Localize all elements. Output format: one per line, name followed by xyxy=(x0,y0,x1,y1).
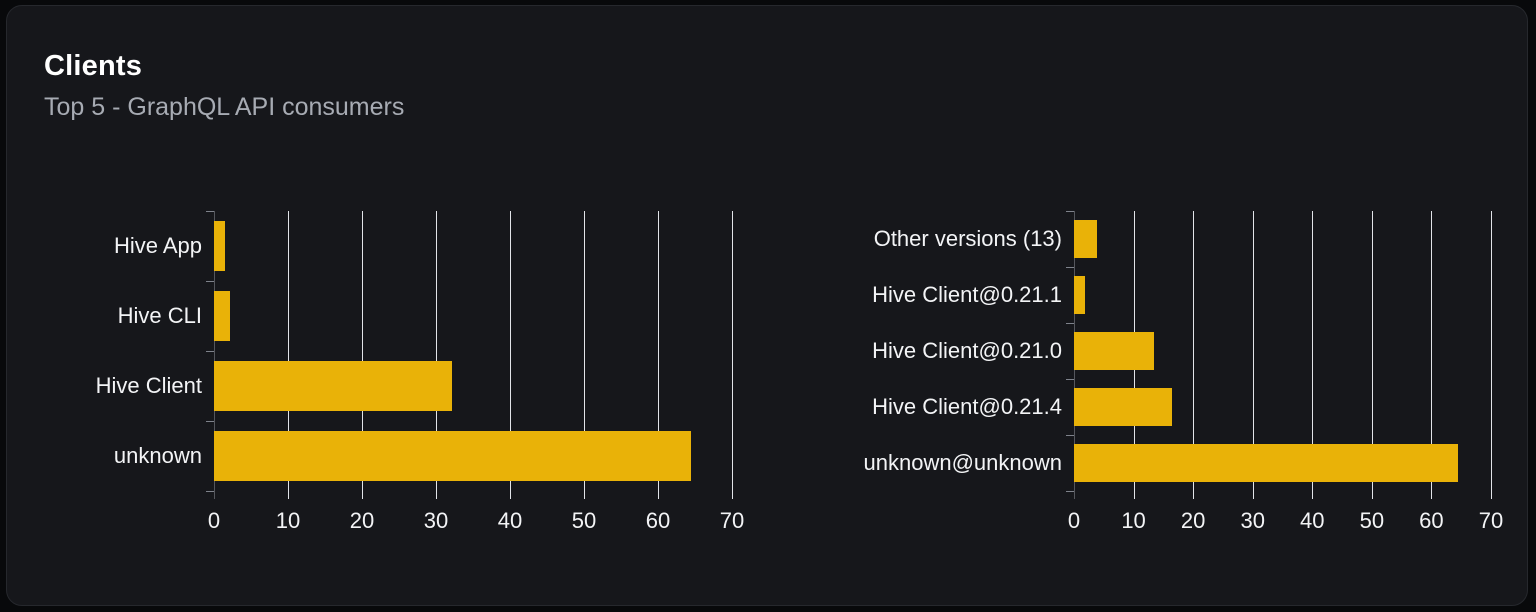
x-tick-label: 10 xyxy=(275,508,301,533)
bar xyxy=(214,291,230,341)
v-gridline xyxy=(288,211,289,499)
v-gridline xyxy=(1312,211,1314,499)
y-axis-tick xyxy=(1066,211,1074,212)
v-gridline xyxy=(658,211,659,499)
v-gridline xyxy=(1252,211,1254,499)
category-label: Hive Client xyxy=(95,373,202,398)
card-header: Clients Top 5 - GraphQL API consumers xyxy=(44,48,404,123)
x-tick-label: 20 xyxy=(1180,508,1206,533)
v-gridline xyxy=(362,211,363,499)
bar xyxy=(214,431,691,481)
bar xyxy=(1074,388,1172,426)
x-tick-label: 10 xyxy=(1121,508,1146,533)
category-label: Hive App xyxy=(113,233,202,258)
category-label: Hive CLI xyxy=(117,303,202,328)
v-gridline xyxy=(1431,211,1433,499)
bar xyxy=(214,221,226,271)
y-axis-tick xyxy=(1066,267,1074,268)
clients-card: Clients Top 5 - GraphQL API consumers 0 1… xyxy=(6,5,1528,606)
x-tick-label: 50 xyxy=(571,508,597,533)
category-label: Hive Client@0.21.4 xyxy=(872,394,1062,419)
x-tick-label: 60 xyxy=(645,508,671,533)
x-tick-label: 30 xyxy=(1240,508,1265,533)
category-label: Hive Client@0.21.1 xyxy=(872,282,1062,307)
y-axis-tick xyxy=(206,281,214,282)
v-gridline xyxy=(510,211,511,499)
v-gridline xyxy=(732,211,733,499)
y-axis-tick xyxy=(206,491,214,492)
x-tick-label: 20 xyxy=(349,508,375,533)
category-label: Hive Client@0.21.0 xyxy=(872,338,1062,363)
y-axis-tick xyxy=(1066,379,1074,380)
y-axis-tick xyxy=(206,211,214,212)
y-axis-tick xyxy=(1066,323,1074,324)
y-axis-tick xyxy=(206,421,214,422)
v-gridline xyxy=(1491,211,1492,499)
v-gridline xyxy=(584,211,585,499)
y-axis-tick xyxy=(1066,435,1074,436)
bar xyxy=(1074,276,1086,314)
x-tick-label: 0 xyxy=(207,508,221,533)
x-tick-label: 40 xyxy=(497,508,523,533)
bar xyxy=(1074,444,1459,482)
bar xyxy=(214,361,452,411)
y-axis-tick xyxy=(1066,491,1074,492)
category-label: unknown xyxy=(113,443,202,468)
category-label: Other versions (13) xyxy=(873,226,1062,251)
x-tick-label: 40 xyxy=(1300,508,1325,533)
x-tick-label: 0 xyxy=(1067,508,1081,533)
x-tick-label: 70 xyxy=(1478,508,1504,533)
bar xyxy=(1074,332,1155,370)
y-axis-line xyxy=(214,211,215,499)
category-label: unknown@unknown xyxy=(863,450,1062,475)
x-tick-label: 70 xyxy=(719,508,745,533)
x-tick-label: 50 xyxy=(1359,508,1385,533)
v-gridline xyxy=(1193,211,1195,499)
v-gridline xyxy=(1133,211,1135,499)
v-gridline xyxy=(436,211,437,499)
y-axis-line xyxy=(1074,211,1075,499)
x-tick-label: 60 xyxy=(1419,508,1444,533)
y-axis-tick xyxy=(206,351,214,352)
x-tick-label: 30 xyxy=(423,508,449,533)
card-subtitle: Top 5 - GraphQL API consumers xyxy=(44,93,405,121)
card-title: Clients xyxy=(44,50,143,82)
bar xyxy=(1074,220,1098,258)
v-gridline xyxy=(1371,211,1373,499)
